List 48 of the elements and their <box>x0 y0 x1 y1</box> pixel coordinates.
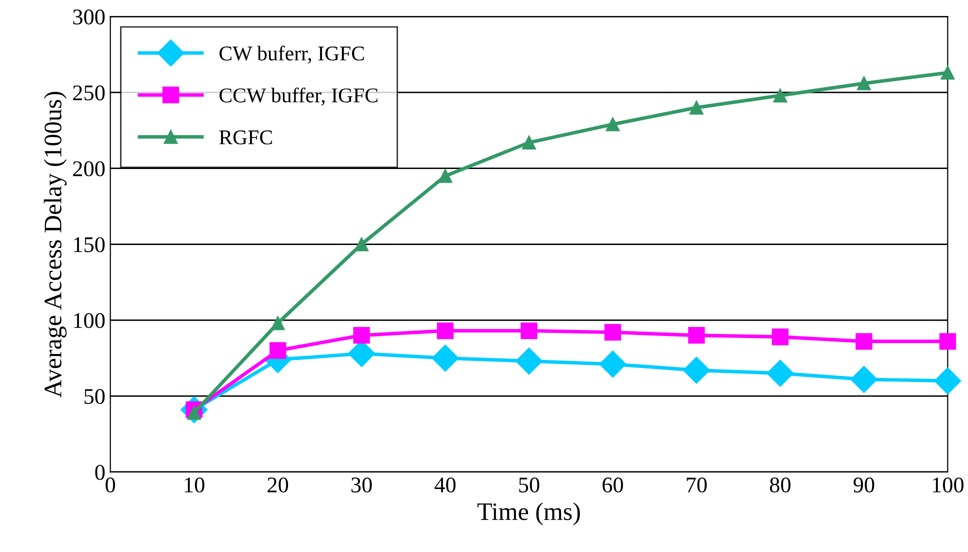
point <box>939 333 956 350</box>
point <box>522 136 536 150</box>
point <box>683 356 710 384</box>
point <box>432 344 459 372</box>
point <box>856 333 872 350</box>
x-tick-label: 0 <box>106 477 116 492</box>
legend-label: CW buferr, IGFC <box>220 46 364 64</box>
y-tick-label: 150 <box>74 237 105 252</box>
point <box>599 350 626 378</box>
point <box>604 324 622 341</box>
legend-label: RGFC <box>219 130 272 144</box>
x-tick-label: 20 <box>268 477 288 492</box>
y-axis-title: Average Access Delay (100us) <box>44 92 67 398</box>
x-tick-label: 70 <box>686 477 707 492</box>
point <box>773 88 788 102</box>
point <box>353 327 370 344</box>
x-tick-label: 100 <box>932 477 964 492</box>
point <box>269 342 286 359</box>
y-tick-label: 200 <box>73 161 105 176</box>
point <box>934 367 962 394</box>
y-tick-label: 100 <box>74 313 105 328</box>
x-tick-label: 90 <box>854 477 874 492</box>
point <box>688 327 705 344</box>
point <box>436 322 454 340</box>
point <box>850 366 878 393</box>
point <box>270 316 285 330</box>
point <box>856 76 871 90</box>
point <box>438 169 452 183</box>
point <box>354 237 368 252</box>
x-axis-title: Time (ms) <box>477 502 580 526</box>
y-tick-label: 300 <box>73 9 105 24</box>
point <box>606 117 620 132</box>
x-tick-label: 60 <box>602 477 624 492</box>
point <box>520 322 538 340</box>
point <box>940 66 955 80</box>
legend-label: CCW buffer, IGFC <box>220 88 378 106</box>
x-tick-label: 10 <box>184 477 204 492</box>
x-tick-label: 80 <box>770 477 790 492</box>
point <box>690 100 704 115</box>
x-tick-label: 40 <box>434 477 456 492</box>
point <box>766 360 794 387</box>
x-tick-label: 30 <box>352 477 372 492</box>
point <box>516 348 542 375</box>
y-tick-label: 0 <box>95 464 105 480</box>
point <box>772 328 789 346</box>
y-tick-label: 50 <box>84 388 105 404</box>
y-tick-label: 250 <box>73 85 105 100</box>
x-tick-label: 50 <box>519 477 540 492</box>
